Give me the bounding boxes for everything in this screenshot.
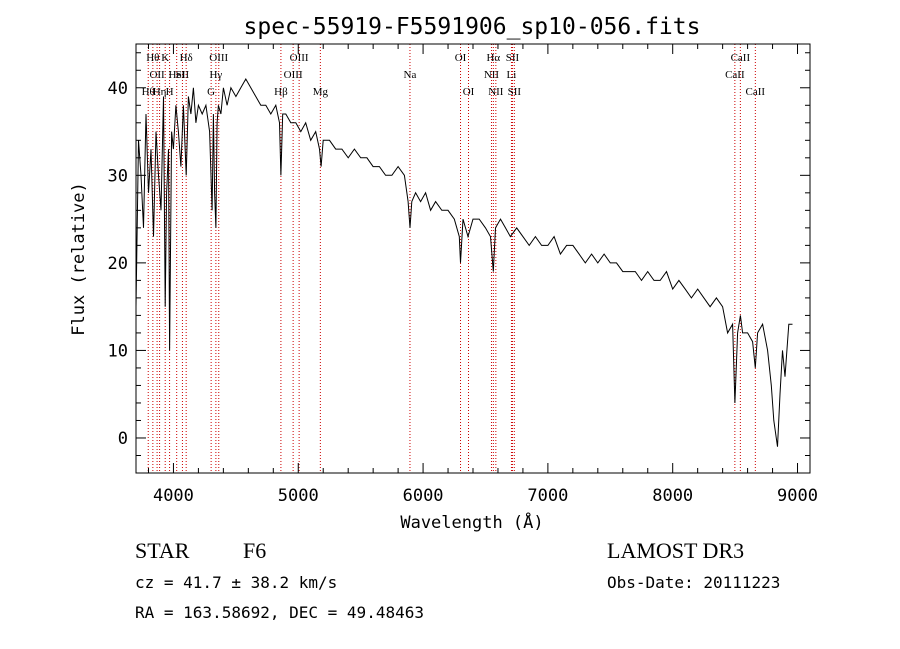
line-marker-label-10: Hγ <box>209 69 222 81</box>
sky-coordinates: RA = 163.58692, DEC = 49.48463 <box>135 603 424 622</box>
line-marker-label-26: CaII <box>731 52 751 64</box>
line-marker-label-25: CaII <box>725 69 745 81</box>
line-marker-label-2: OII <box>149 69 165 81</box>
x-tick-label-5: 9000 <box>777 486 818 506</box>
line-marker-label-23: SII <box>506 52 520 64</box>
line-marker-labels: HθHθOIIHηKHHeISIIHδGHγOIIIHβOIIIOIIIMgNa… <box>142 52 766 98</box>
line-marker-label-1: Hθ <box>146 52 159 64</box>
line-marker-label-22: Li <box>507 69 517 81</box>
survey-name: LAMOST DR3 <box>607 538 745 563</box>
flux-series-line <box>135 77 793 447</box>
redshift-velocity: cz = 41.7 ± 38.2 km/s <box>135 573 338 592</box>
x-tick-label-3: 7000 <box>527 486 568 506</box>
line-marker-label-5: H <box>166 86 174 98</box>
y-axis-label: Flux (relative) <box>69 182 89 336</box>
y-tick-label-1: 10 <box>108 341 128 361</box>
line-marker-label-13: OIII <box>284 69 303 81</box>
line-marker-label-6: HeI <box>168 69 185 81</box>
line-marker-label-3: Hη <box>153 86 167 98</box>
x-tick-label-1: 5000 <box>278 486 319 506</box>
line-marker-label-8: Hδ <box>180 52 193 64</box>
object-class: STAR <box>135 538 190 563</box>
observation-date: Obs-Date: 20111223 <box>607 573 781 592</box>
x-tick-label-4: 8000 <box>652 486 693 506</box>
plot-frame <box>135 43 811 474</box>
x-axis: 4000 5000 6000 7000 8000 9000 <box>147 44 818 506</box>
line-marker-label-0: Hθ <box>142 86 155 98</box>
line-marker-label-24: SII <box>508 86 522 98</box>
x-tick-label-0: 4000 <box>153 486 194 506</box>
line-marker-label-18: OI <box>463 86 475 98</box>
line-marker-label-14: OIII <box>290 52 309 64</box>
line-marker-label-7: SII <box>176 69 190 81</box>
line-marker-label-9: G <box>207 86 215 98</box>
object-subclass: F6 <box>243 538 267 563</box>
line-marker-label-21: NII <box>488 86 504 98</box>
line-marker-label-12: Hβ <box>274 86 288 98</box>
y-tick-label-2: 20 <box>108 254 128 274</box>
y-tick-label-4: 40 <box>108 79 128 99</box>
line-marker-label-17: OI <box>455 52 467 64</box>
line-marker-label-27: CaII <box>746 86 766 98</box>
y-axis: 0 10 20 30 40 <box>108 52 810 456</box>
y-tick-label-3: 30 <box>108 166 128 186</box>
line-marker-label-11: OIII <box>209 52 228 64</box>
line-marker-label-19: NII <box>484 69 500 81</box>
line-marker-label-16: Na <box>404 69 417 81</box>
x-axis-label: Wavelength (Å) <box>400 511 543 533</box>
line-markers <box>147 44 756 473</box>
line-marker-label-20: Hα <box>486 52 500 64</box>
line-marker-label-4: K <box>161 52 169 64</box>
line-marker-label-15: Mg <box>313 86 329 98</box>
x-tick-label-2: 6000 <box>403 486 444 506</box>
y-tick-label-0: 0 <box>118 429 128 449</box>
chart-title: spec-55919-F5591906_sp10-056.fits <box>244 14 701 40</box>
